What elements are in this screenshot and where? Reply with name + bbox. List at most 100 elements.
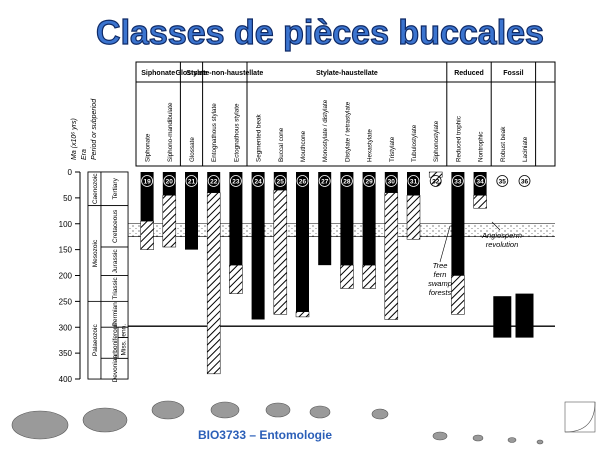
hatched-range xyxy=(140,220,154,250)
hatched-range xyxy=(295,311,310,318)
column-number-badge xyxy=(229,175,242,187)
hatched-range xyxy=(406,195,421,240)
column-number: 33 xyxy=(454,179,462,186)
group-header: Siphonate xyxy=(141,70,175,77)
column-label: Siphonostylate xyxy=(433,120,440,162)
column-label: Entognathous stylate xyxy=(211,103,218,162)
group-header: Stylate-haustellate xyxy=(316,70,378,77)
annotation: Tree fern swamp forests xyxy=(428,261,452,297)
y-tick-label: 200 xyxy=(59,272,73,281)
subperiod-label: Penn. xyxy=(121,324,128,341)
footer-text: BIO3733 – Entomologie xyxy=(198,428,332,442)
column-number-badge xyxy=(296,175,309,187)
column-number-badge xyxy=(274,175,287,187)
period-label: Triassic xyxy=(112,277,119,300)
solid-range xyxy=(185,172,198,250)
y-axis-title: Ma (x10⁶ yrs) xyxy=(71,118,78,160)
column-label: Tubulostylate xyxy=(411,124,418,162)
y-tick-label: 300 xyxy=(59,323,73,332)
period-label: Tertiary xyxy=(112,177,119,199)
column-number: 32 xyxy=(432,179,440,186)
solid-range xyxy=(229,172,243,266)
subperiod-cell xyxy=(117,337,129,359)
column-label: Segmented beak xyxy=(256,114,263,162)
hatched-range xyxy=(273,189,288,315)
column-label: Buccal cone xyxy=(278,127,285,162)
column-number-badge xyxy=(474,175,487,187)
y-tick-label: 250 xyxy=(59,297,73,306)
column-number: 20 xyxy=(166,179,174,186)
column-number-badge xyxy=(141,175,154,187)
column-number-badge xyxy=(318,175,331,187)
column-number-badge xyxy=(496,175,509,187)
column-number: 27 xyxy=(321,179,329,186)
hatched-range xyxy=(384,192,399,320)
column-number: 23 xyxy=(232,179,240,186)
column-number: 26 xyxy=(299,179,307,186)
column-number-badge xyxy=(252,175,265,187)
y-tick-label: 100 xyxy=(59,220,73,229)
group-header: Stylate-non-haustellate xyxy=(186,70,263,77)
solid-range xyxy=(340,172,354,266)
solid-range xyxy=(515,293,534,338)
column-label: Robust beak xyxy=(500,126,507,162)
column-number-badge xyxy=(363,175,376,187)
solid-range xyxy=(251,172,265,320)
column-number-badge xyxy=(185,175,198,187)
era-label: Mesozoic xyxy=(92,239,99,267)
column-label: Mouthcone xyxy=(300,130,307,162)
y-tick-label: 0 xyxy=(68,168,73,177)
subperiod-label: Miss. xyxy=(121,340,128,355)
period-label: Cretaceous xyxy=(112,209,119,243)
annotation-arrow xyxy=(439,225,451,263)
column-number: 30 xyxy=(388,179,396,186)
column-number-badge xyxy=(518,175,531,187)
column-label: Siphonate xyxy=(145,133,152,162)
period-cell xyxy=(100,357,129,380)
column-number-badge xyxy=(207,175,220,187)
group-header: Glos-sate xyxy=(176,70,208,77)
y-tick-label: 400 xyxy=(59,375,73,384)
solid-range xyxy=(318,172,332,266)
column-number-badge xyxy=(385,175,398,187)
y-tick-label: 50 xyxy=(63,194,72,203)
period-label: Jurassic xyxy=(112,249,119,274)
hatched-range xyxy=(362,264,376,289)
column-label: Nontrophic xyxy=(478,132,485,162)
period-cell xyxy=(100,171,129,207)
column-number: 28 xyxy=(343,179,351,186)
column-number: 24 xyxy=(254,179,262,186)
column-label: Glossate xyxy=(189,137,196,162)
column-number-badge xyxy=(407,175,420,187)
period-label: Permian xyxy=(112,302,119,327)
hatched-range xyxy=(206,192,221,375)
hatched-range xyxy=(451,275,465,315)
annotation: Angiosperm revolution xyxy=(481,231,522,249)
hatched-range xyxy=(473,195,487,209)
slide-title: Classes de pièces buccales xyxy=(96,14,544,52)
annotation-arrow xyxy=(491,221,501,231)
column-label: Laciniate xyxy=(522,136,529,162)
column-number: 22 xyxy=(210,179,218,186)
column-number: 34 xyxy=(476,179,484,186)
group-header: Reduced xyxy=(454,70,484,77)
period-cell xyxy=(100,300,129,328)
header-frame xyxy=(135,61,556,167)
column-number: 19 xyxy=(143,179,151,186)
period-cell xyxy=(100,275,129,302)
period-label: Carboniferous xyxy=(112,322,119,364)
column-number-badge xyxy=(429,175,442,187)
column-label: Siphono-mandibulate xyxy=(167,102,174,162)
column-label: Hexastylate xyxy=(367,129,374,162)
column-number-badge xyxy=(163,175,176,187)
column-number: 36 xyxy=(521,179,529,186)
column-label: Tristylate xyxy=(389,136,396,162)
solid-range xyxy=(362,172,376,266)
period-cell xyxy=(100,205,129,248)
period-header: Period or subperiod xyxy=(91,98,98,160)
period-label: Devonian xyxy=(112,355,119,383)
y-tick-label: 150 xyxy=(59,246,73,255)
solid-range xyxy=(296,172,309,312)
column-number: 21 xyxy=(188,179,196,186)
